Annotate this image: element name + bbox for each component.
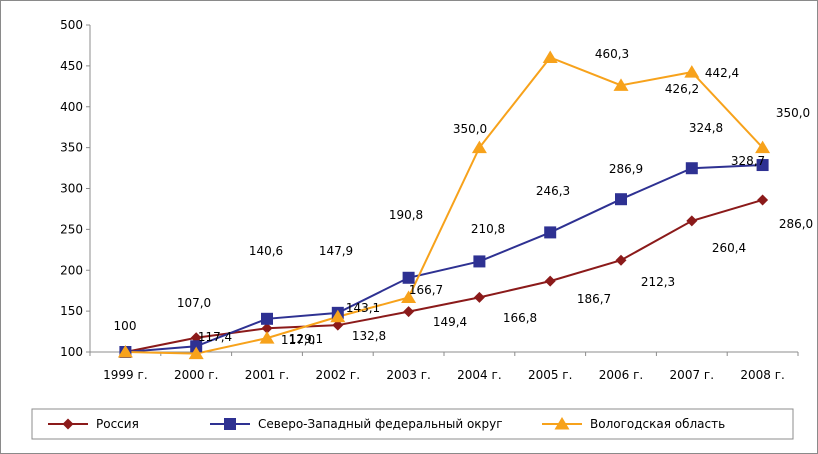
data-label-diamond: 132,8: [352, 329, 386, 343]
y-tick-label: 250: [60, 222, 83, 236]
data-label-triangle: 460,3: [595, 47, 629, 61]
data-point-triangle: [471, 140, 487, 154]
legend-label: Северо-Западный федеральный округ: [258, 417, 503, 431]
data-label-square: 190,8: [389, 208, 423, 222]
data-label-diamond: 117,4: [198, 330, 232, 344]
legend-marker-triangle: [554, 417, 570, 430]
data-label-diamond: 186,7: [577, 292, 611, 306]
data-point-triangle: [613, 78, 629, 91]
data-label-square: 107,0: [177, 296, 211, 310]
data-label-diamond: 260,4: [712, 241, 746, 255]
y-tick-label: 350: [60, 141, 83, 155]
x-tick-label: 2005 г.: [528, 368, 572, 382]
x-tick-label: 2001 г.: [245, 368, 289, 382]
data-label-triangle: 350,0: [776, 106, 810, 120]
legend-marker-diamond: [62, 418, 74, 430]
series-markers: [117, 50, 771, 360]
data-point-triangle: [188, 346, 204, 360]
x-tick-label: 2008 г.: [740, 368, 784, 382]
data-label-diamond: 129,1: [289, 332, 323, 346]
data-label-diamond: 166,8: [503, 311, 537, 325]
data-point-square: [190, 340, 203, 353]
data-point-triangle: [117, 345, 133, 358]
x-tick-label: 1999 г.: [103, 368, 147, 382]
data-point-diamond: [615, 254, 627, 266]
data-label-triangle: 426,2: [665, 82, 699, 96]
x-tick-label: 2007 г.: [670, 368, 714, 382]
y-tick-label: 200: [60, 263, 83, 277]
data-point-diamond: [261, 322, 273, 334]
data-label-square: 324,8: [689, 121, 723, 135]
x-tick-label: 2002 г.: [316, 368, 360, 382]
data-point-triangle: [259, 331, 275, 344]
data-point-diamond: [686, 215, 698, 227]
data-point-square: [473, 255, 486, 268]
legend-marker-square: [224, 418, 236, 430]
data-point-diamond: [403, 306, 415, 318]
legend: Россия Северо-Западный федеральный округ В…: [31, 408, 794, 440]
data-label-triangle: 350,0: [453, 122, 487, 136]
data-point-square: [756, 159, 769, 172]
x-tick-label: 2006 г.: [599, 368, 643, 382]
data-point-diamond: [473, 291, 485, 303]
series-lines: [125, 56, 764, 355]
legend-box: [31, 408, 794, 440]
y-tick-label: 100: [60, 345, 83, 359]
data-label-square: 210,8: [471, 222, 505, 236]
series-line-square: [125, 164, 763, 353]
data-label-triangle: 143,1: [346, 301, 380, 315]
data-label-square: 328,7: [731, 154, 765, 168]
data-point-diamond: [544, 275, 556, 287]
data-point-triangle: [330, 309, 346, 323]
data-label-square: 147,9: [319, 244, 353, 258]
x-tick-label: 2004 г.: [457, 368, 501, 382]
data-label-triangle: 166,7: [409, 283, 443, 297]
data-label-diamond: 212,3: [641, 275, 675, 289]
x-tick-label: 2003 г.: [386, 368, 430, 382]
data-point-triangle: [755, 140, 771, 154]
data-label-diamond: 286,0: [779, 217, 813, 231]
data-label-square: 246,3: [536, 184, 570, 198]
data-label-triangle: 117,0: [281, 333, 315, 347]
legend-label: Вологодская область: [590, 417, 725, 431]
data-label-square: 286,9: [609, 162, 643, 176]
y-tick-label: 500: [60, 18, 83, 32]
data-point-square: [615, 193, 627, 206]
y-tick-label: 150: [60, 304, 83, 318]
y-tick-label: 400: [60, 100, 83, 114]
data-point-square: [261, 312, 273, 325]
data-point-square: [544, 226, 557, 239]
data-point-diamond: [757, 194, 769, 206]
data-point-square: [402, 271, 415, 284]
data-labels: 117,4 129,1 132,8 149,4 166,8 186,7 212,3 260,4…: [114, 47, 814, 347]
legend-label: Россия: [96, 417, 139, 431]
data-point-triangle: [684, 65, 700, 78]
data-label-diamond: 149,4: [433, 315, 467, 329]
data-label-triangle: 442,4: [705, 66, 739, 80]
data-point-square: [685, 162, 698, 175]
data-point-triangle: [542, 50, 558, 63]
data-label-square: 100: [114, 319, 137, 333]
y-tick-label: 450: [60, 59, 83, 73]
data-point-diamond: [332, 319, 344, 331]
x-tick-label: 2000 г.: [174, 368, 218, 382]
y-tick-label: 300: [60, 182, 83, 196]
data-label-square: 140,6: [249, 244, 283, 258]
data-point-triangle: [401, 290, 417, 303]
series-line-triangle: [125, 56, 764, 355]
